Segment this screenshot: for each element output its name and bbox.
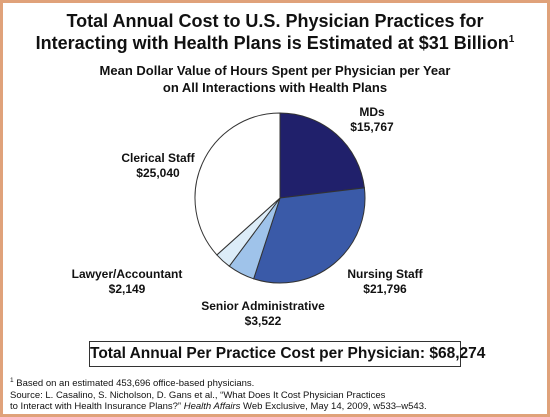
slice-name-mds: MDs — [359, 105, 385, 119]
source-line-2: to Interact with Health Insurance Plans?… — [10, 401, 540, 413]
slice-value-senior-administrative: $3,522 — [245, 314, 282, 328]
footnote-marker: 1 — [10, 376, 14, 384]
slice-name-lawyer-accountant: Lawyer/Accountant — [72, 267, 183, 281]
slice-value-nursing-staff: $21,796 — [363, 282, 407, 296]
source-line-2-suffix: Web Exclusive, May 14, 2009, w533–w543. — [240, 401, 427, 412]
chart-subtitle-line1: Mean Dollar Value of Hours Spent per Phy… — [99, 63, 451, 78]
slice-value-lawyer-accountant: $2,149 — [109, 282, 146, 296]
chart-subtitle-line2: on All Interactions with Health Plans — [162, 80, 388, 95]
chart-title: Total Annual Cost to U.S. Physician Prac… — [0, 10, 550, 54]
footnote-note: 1 Based on an estimated 453,696 office-b… — [10, 376, 540, 390]
chart-title-line1: Total Annual Cost to U.S. Physician Prac… — [66, 11, 484, 31]
source-line-2-prefix: to Interact with Health Insurance Plans?… — [10, 401, 182, 412]
source-journal: Health Affairs — [183, 401, 241, 412]
total-cost-box: Total Annual Per Practice Cost per Physi… — [89, 341, 485, 367]
pie-slice-nursing-staff — [253, 187, 366, 284]
slice-name-nursing-staff: Nursing Staff — [347, 267, 423, 281]
footnotes: 1 Based on an estimated 453,696 office-b… — [10, 376, 540, 413]
slice-value-clerical-staff: $25,040 — [136, 166, 180, 180]
chart-title-line2-text: Interacting with Health Plans is Estimat… — [35, 33, 509, 53]
title-footnote-marker: 1 — [508, 34, 515, 45]
chart-subtitle: Mean Dollar Value of Hours Spent per Phy… — [0, 62, 550, 96]
footnote-note-text: Based on an estimated 453,696 office-bas… — [13, 378, 255, 389]
pie-labels: MDs$15,767 Nursing Staff$21,796 Senior Adm… — [72, 105, 424, 328]
slice-name-clerical-staff: Clerical Staff — [121, 151, 195, 165]
slice-value-mds: $15,767 — [350, 120, 394, 134]
pie-slice-clerical-staff — [194, 112, 281, 256]
pie-slices — [194, 112, 366, 284]
pie-slice-mds — [279, 112, 365, 199]
source-line-1: Source: L. Casalino, S. Nicholson, D. Ga… — [10, 389, 386, 401]
chart-title-line2: Interacting with Health Plans is Estimat… — [0, 32, 550, 54]
slice-name-senior-administrative: Senior Administrative — [201, 299, 325, 313]
